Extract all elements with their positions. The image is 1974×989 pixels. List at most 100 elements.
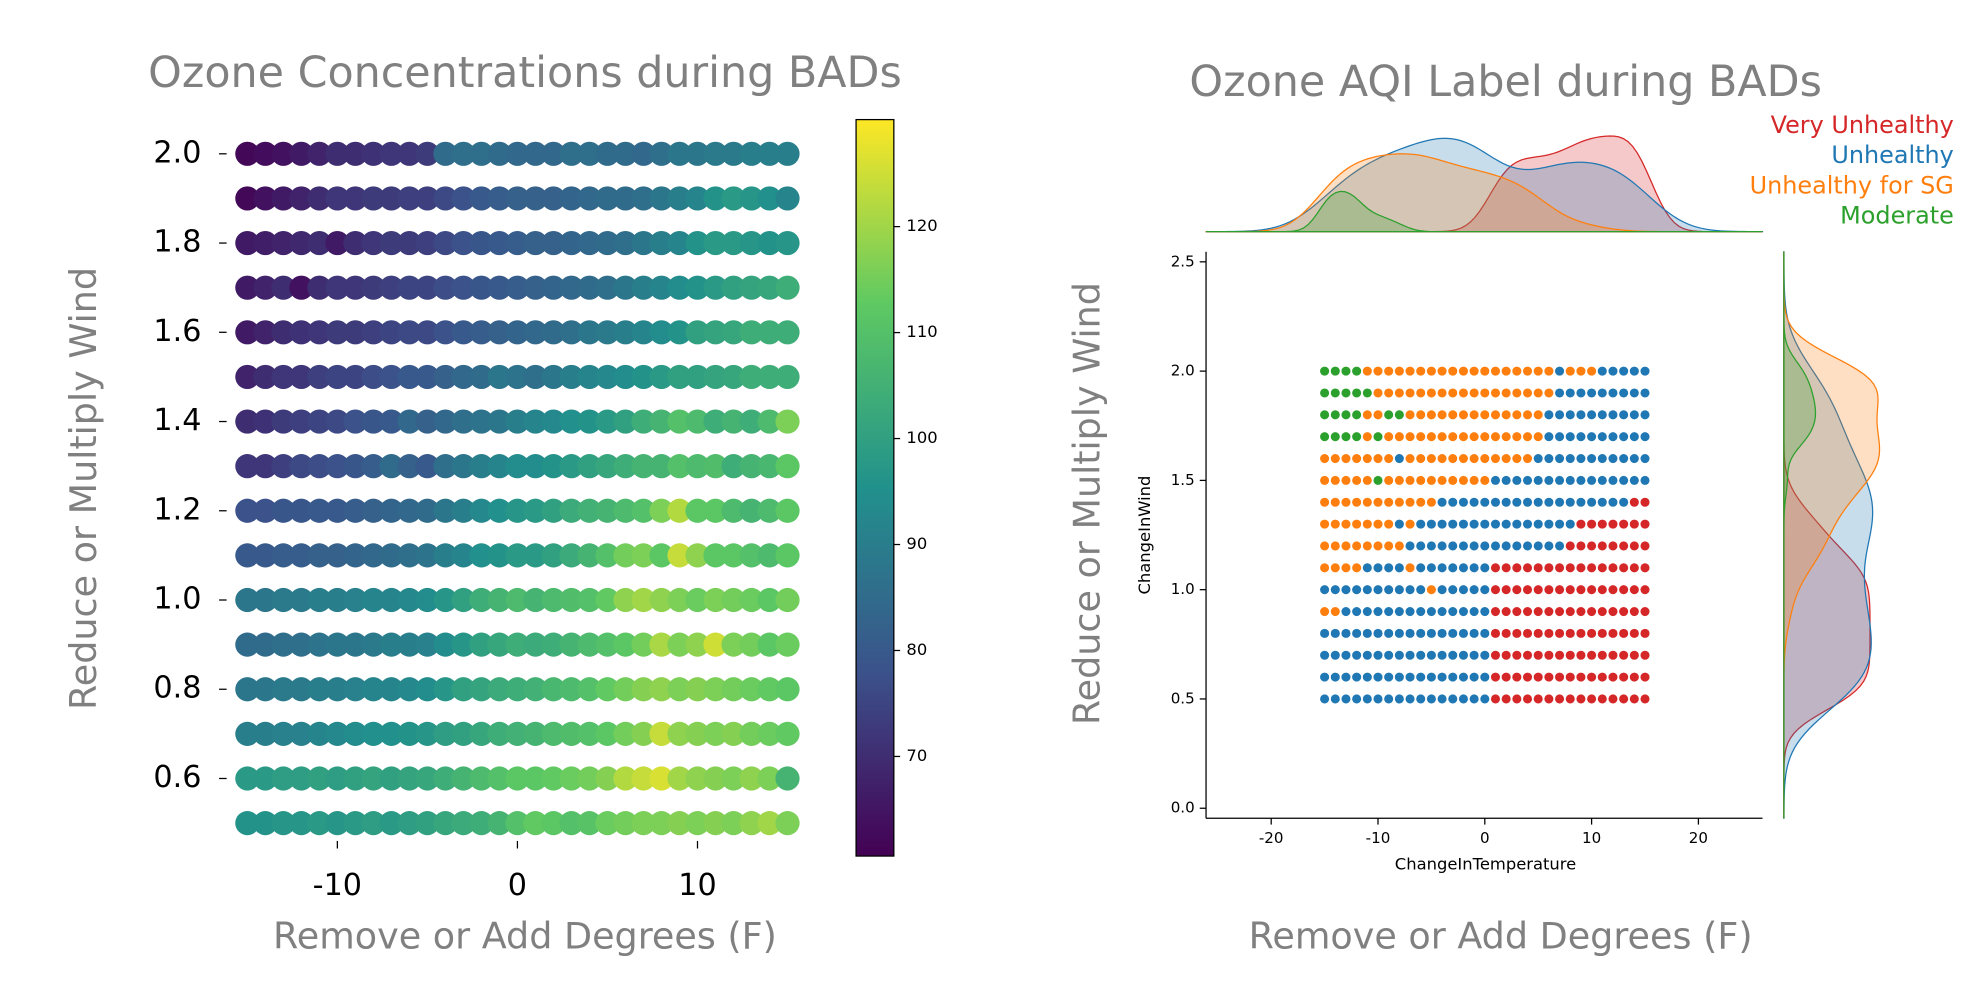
dot (1565, 672, 1575, 682)
dot (415, 587, 440, 613)
dot (433, 320, 458, 345)
dot (1629, 628, 1639, 638)
dot (721, 454, 746, 479)
dot (235, 454, 260, 479)
dot (1330, 650, 1340, 660)
dot (577, 766, 602, 791)
dot (1576, 432, 1586, 442)
dot (289, 677, 314, 702)
dot (325, 320, 350, 345)
dot (505, 141, 530, 166)
dot (685, 587, 710, 613)
dot (1458, 694, 1468, 704)
dot (1555, 366, 1565, 376)
dot (469, 230, 494, 256)
dot (649, 543, 674, 568)
dot (1640, 475, 1650, 485)
dot (1544, 585, 1554, 595)
dot (1608, 497, 1618, 507)
dot (595, 186, 620, 211)
dot (1373, 694, 1383, 704)
dot (523, 587, 548, 613)
dot (685, 677, 710, 702)
dot (1629, 541, 1639, 551)
dot (1565, 694, 1575, 704)
dot (1619, 388, 1629, 398)
dot (289, 409, 314, 434)
dot (253, 141, 278, 166)
dot (541, 320, 566, 345)
dot (1555, 563, 1565, 573)
dot (703, 811, 728, 836)
dot (1362, 541, 1372, 551)
dot (739, 543, 764, 568)
dot (541, 811, 566, 836)
dot (1362, 672, 1372, 682)
dot (757, 811, 782, 836)
dot (1587, 454, 1597, 464)
dot (235, 677, 260, 702)
dot (1608, 672, 1618, 682)
dot (1619, 410, 1629, 420)
dot (451, 811, 476, 836)
dot (1501, 541, 1511, 551)
dot (1544, 519, 1554, 529)
dot (289, 721, 314, 746)
dot (757, 409, 782, 434)
dot (379, 677, 404, 702)
dot (757, 543, 782, 568)
dot (1565, 497, 1575, 507)
dot (469, 409, 494, 434)
dot (523, 811, 548, 836)
dot (1587, 366, 1597, 376)
dot (505, 364, 530, 389)
dot (469, 766, 494, 791)
dot (1384, 694, 1394, 704)
dot (1480, 607, 1490, 617)
dot (505, 587, 530, 613)
dot (1629, 432, 1639, 442)
dot (613, 721, 638, 746)
dot (1522, 694, 1533, 704)
dot (487, 454, 512, 479)
dot (685, 141, 710, 166)
dot (415, 498, 440, 523)
dot (721, 543, 746, 568)
dot (1341, 607, 1351, 617)
dot (1394, 432, 1404, 442)
dot (1629, 672, 1639, 682)
dot (649, 275, 674, 300)
dot (1490, 694, 1501, 704)
dot (325, 721, 350, 746)
legend-label: Unhealthy (1831, 141, 1953, 169)
y-tick-label: 1.0 (153, 582, 201, 617)
dot (631, 275, 656, 300)
dot (1394, 694, 1404, 704)
dot (1384, 519, 1394, 529)
dot (1448, 519, 1458, 529)
dot (1437, 628, 1447, 638)
dot (1416, 388, 1426, 398)
dot (505, 186, 530, 211)
dot (253, 811, 278, 836)
dot (433, 587, 458, 613)
dot (649, 766, 674, 791)
dot (757, 721, 782, 746)
dot (1330, 497, 1340, 507)
dot (1512, 628, 1522, 638)
dot (253, 186, 278, 211)
dot (451, 677, 476, 702)
dot (1426, 563, 1436, 573)
dot (1362, 410, 1372, 420)
dot (1320, 454, 1330, 464)
dot (1565, 628, 1575, 638)
dot (631, 677, 656, 702)
dot (343, 364, 368, 389)
dot (271, 587, 296, 613)
dot (1458, 410, 1468, 420)
dot (1522, 672, 1533, 682)
dot (757, 186, 782, 211)
dot (685, 454, 710, 479)
dot (451, 141, 476, 166)
dot (559, 543, 584, 568)
